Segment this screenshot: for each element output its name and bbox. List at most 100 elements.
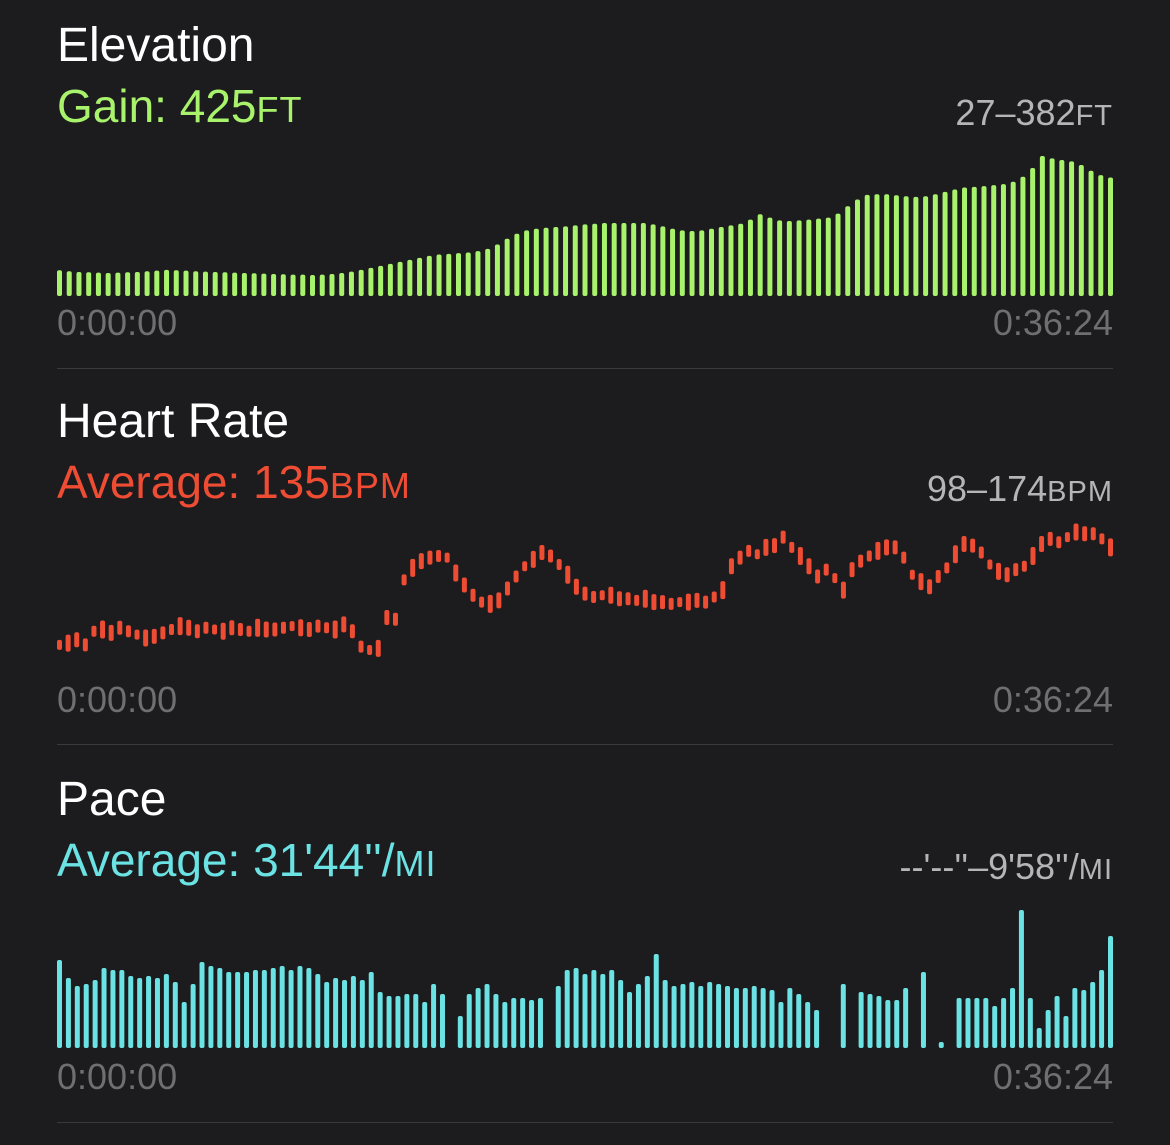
elevation-gain-unit: FT [256,89,303,130]
elevation-divider [57,368,1113,369]
elevation-bar [913,196,919,296]
pace-bar [306,968,312,1048]
pace-bar [475,988,481,1048]
pace-bar [992,1006,998,1048]
heart-rate-bar [772,538,778,554]
elevation-bar [670,228,676,296]
heart-rate-bar [401,574,407,586]
pace-bar [698,986,704,1048]
elevation-section[interactable]: Elevation Gain: 425FT 27–382FT 0:00:00 0… [57,22,1113,369]
pace-section[interactable]: Pace Average: 31'44''/MI --'--''–9'58''/… [57,776,1113,1123]
heart-rate-bar [487,594,493,613]
pace-bar [1001,998,1007,1048]
pace-bar [74,986,80,1048]
pace-chart[interactable] [57,900,1113,1050]
elevation-bar [923,196,929,296]
heart-rate-bar [961,535,967,552]
heart-rate-bar [272,622,278,637]
elevation-bar [738,223,744,296]
heart-rate-bar [306,622,312,637]
heart-rate-bar [952,545,958,564]
heart-rate-bar [789,541,795,553]
elevation-bar [903,196,909,296]
elevation-bar [1049,158,1055,296]
pace-bar [956,998,962,1048]
pace-bar [404,994,410,1048]
heart-rate-bar [806,558,812,575]
heart-rate-bar [599,590,605,601]
heart-rate-bar [970,538,976,553]
elevation-bar [981,186,987,296]
pace-bar [208,966,214,1048]
elevation-bar [1069,161,1075,296]
heart-rate-section[interactable]: Heart Rate Average: 135BPM 98–174BPM 0:0… [57,398,1113,746]
elevation-bar [631,223,637,296]
pace-bar [511,998,517,1048]
pace-bar [217,968,223,1048]
elevation-bar [952,189,958,296]
elevation-bar [524,230,530,296]
pace-bar [876,996,882,1048]
heart-rate-bar [573,578,579,595]
heart-rate-bar [616,591,622,607]
heart-rate-bar [229,620,235,636]
elevation-bar [563,226,569,296]
elevation-bar [417,257,423,296]
elevation-bar [1098,175,1104,296]
pace-bar [315,974,321,1048]
elevation-bar [202,271,208,296]
pace-bar [858,992,864,1048]
elevation-bar [95,272,101,296]
heart-rate-bar [1056,536,1062,549]
heart-rate-bar [685,593,691,611]
heart-rate-bar [746,544,752,557]
heart-rate-bar [237,623,243,636]
heart-rate-chart[interactable] [57,523,1113,672]
elevation-bar [164,269,170,296]
heart-rate-bar [160,626,166,640]
heart-rate-bar [1064,532,1070,543]
heart-rate-range-value: 98–174 [927,468,1048,509]
heart-rate-bar [324,622,330,634]
heart-rate-bar [754,549,760,560]
elevation-bar [679,230,685,296]
heart-rate-bar [944,562,950,574]
pace-bar [644,976,650,1048]
elevation-bar [1088,170,1094,296]
elevation-bar [339,272,345,296]
pace-average-value: 31'44''/ [253,834,395,886]
heart-rate-bar [1090,527,1096,541]
heart-rate-bar [255,618,261,637]
heart-rate-bar [367,645,373,656]
elevation-bar [154,270,160,296]
heart-rate-bar [711,591,717,603]
heart-rate-bar [608,586,614,604]
heart-rate-bar [642,589,648,608]
heart-rate-divider [57,744,1113,745]
heart-rate-bar [797,546,803,565]
elevation-bar [300,274,306,296]
pace-average-label: Average: [57,834,254,886]
pace-bar [894,1000,900,1048]
pace-bar [439,994,445,1048]
pace-bar [1027,998,1033,1048]
pace-bar [778,1002,784,1048]
pace-bar [1090,982,1096,1048]
pace-bar [333,978,339,1048]
pace-bar [537,998,543,1048]
pace-bar [591,970,597,1048]
elevation-bar [504,238,510,296]
pace-bar [618,980,624,1048]
elevation-bar [747,219,753,296]
elevation-chart[interactable] [57,150,1113,296]
elevation-bar [358,269,364,296]
heart-rate-bar [1047,531,1053,546]
pace-bar [422,1002,428,1048]
pace-bar [653,954,659,1048]
pace-bar [377,992,383,1048]
pace-bar [1036,1028,1042,1048]
elevation-bar [825,217,831,296]
heart-rate-bar [591,591,597,603]
heart-rate-bar [935,569,941,583]
pace-bar [146,976,152,1048]
